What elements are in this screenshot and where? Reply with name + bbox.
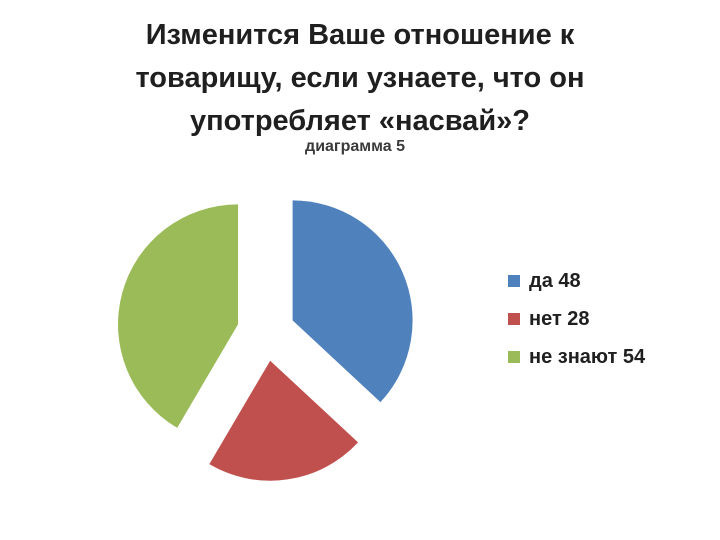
chart-legend: да 48 нет 28 не знают 54 [508,269,645,369]
pie-slice-da [292,200,413,403]
title-line-2: товарищу, если узнаете, что он [135,62,585,94]
legend-swatch-da [508,275,520,287]
chart-title: диаграмма 5 [305,138,405,155]
slide-title: Изменится Ваше отношение к товарищу, есл… [60,14,660,143]
legend-label-da: да 48 [529,270,581,292]
legend-item-da: да 48 [508,269,645,293]
legend-label-net: нет 28 [529,308,590,330]
legend-swatch-net [508,313,520,325]
legend-swatch-ne-znayut [508,351,520,363]
pie-slice-ne-znayut [118,204,239,428]
legend-item-net: нет 28 [508,307,645,331]
legend-label-ne-znayut: не знают 54 [529,346,646,368]
title-line-3: употребляет «насвай»? [190,105,530,137]
legend-item-ne-znayut: не знают 54 [508,345,645,369]
title-line-1: Изменится Ваше отношение к [145,19,575,51]
pie-slice-net [209,360,359,481]
